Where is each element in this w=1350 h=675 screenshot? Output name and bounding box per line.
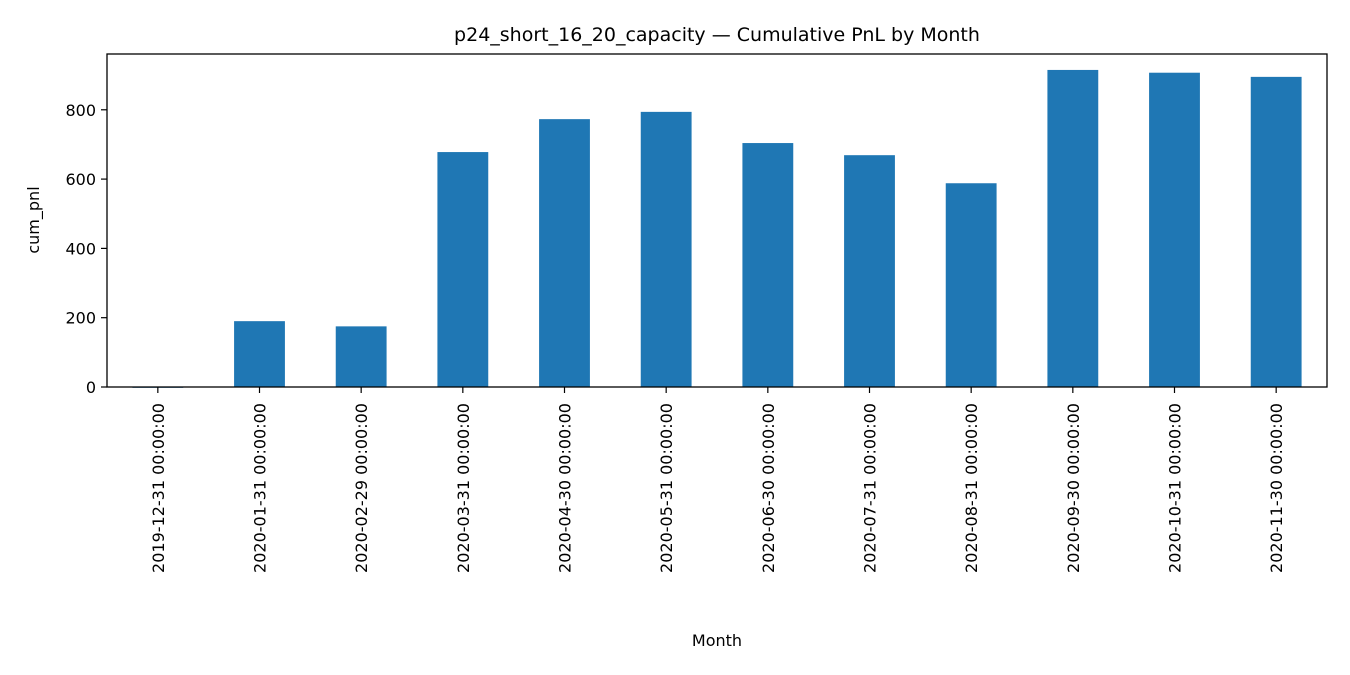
x-tick-label-8: 2020-08-31 00:00:00: [962, 403, 981, 573]
y-tick-label-1: 200: [65, 309, 96, 328]
x-axis-label: Month: [692, 631, 742, 650]
x-tick-label-1: 2020-01-31 00:00:00: [251, 403, 270, 573]
bar-8: [945, 183, 997, 387]
bar-2: [335, 326, 387, 387]
x-tick-label-2: 2020-02-29 00:00:00: [352, 403, 371, 573]
bar-6: [742, 143, 794, 387]
bar-5: [640, 111, 692, 387]
y-tick-label-4: 800: [65, 101, 96, 120]
chart-title: p24_short_16_20_capacity — Cumulative Pn…: [454, 24, 980, 46]
bar-1: [234, 321, 285, 387]
bar-7: [844, 155, 895, 387]
x-tick-label-11: 2020-11-30 00:00:00: [1267, 403, 1286, 573]
x-tick-label-5: 2020-05-31 00:00:00: [657, 403, 676, 573]
x-tick-label-3: 2020-03-31 00:00:00: [454, 403, 473, 573]
x-tick-label-7: 2020-07-31 00:00:00: [861, 403, 880, 573]
bar-11: [1250, 76, 1302, 387]
bars-group: [132, 69, 1302, 388]
y-axis-ticks: 0 200 400 600 800: [65, 101, 107, 397]
x-tick-label-9: 2020-09-30 00:00:00: [1064, 403, 1083, 573]
bar-3: [437, 152, 489, 387]
y-tick-label-0: 0: [86, 378, 96, 397]
bar-9: [1047, 69, 1099, 388]
y-axis-label: cum_pnl: [24, 186, 44, 253]
y-tick-label-2: 400: [65, 239, 96, 258]
bar-4: [539, 119, 590, 387]
x-axis-ticks: 2019-12-31 00:00:00 2020-01-31 00:00:00 20…: [149, 387, 1286, 573]
x-tick-label-0: 2019-12-31 00:00:00: [149, 403, 168, 573]
plot-frame: [106, 53, 1328, 388]
x-tick-label-6: 2020-06-30 00:00:00: [759, 403, 778, 573]
y-tick-label-3: 600: [65, 170, 96, 189]
x-tick-label-10: 2020-10-31 00:00:00: [1166, 403, 1185, 573]
x-tick-label-4: 2020-04-30 00:00:00: [556, 403, 575, 573]
bar-10: [1149, 72, 1200, 387]
